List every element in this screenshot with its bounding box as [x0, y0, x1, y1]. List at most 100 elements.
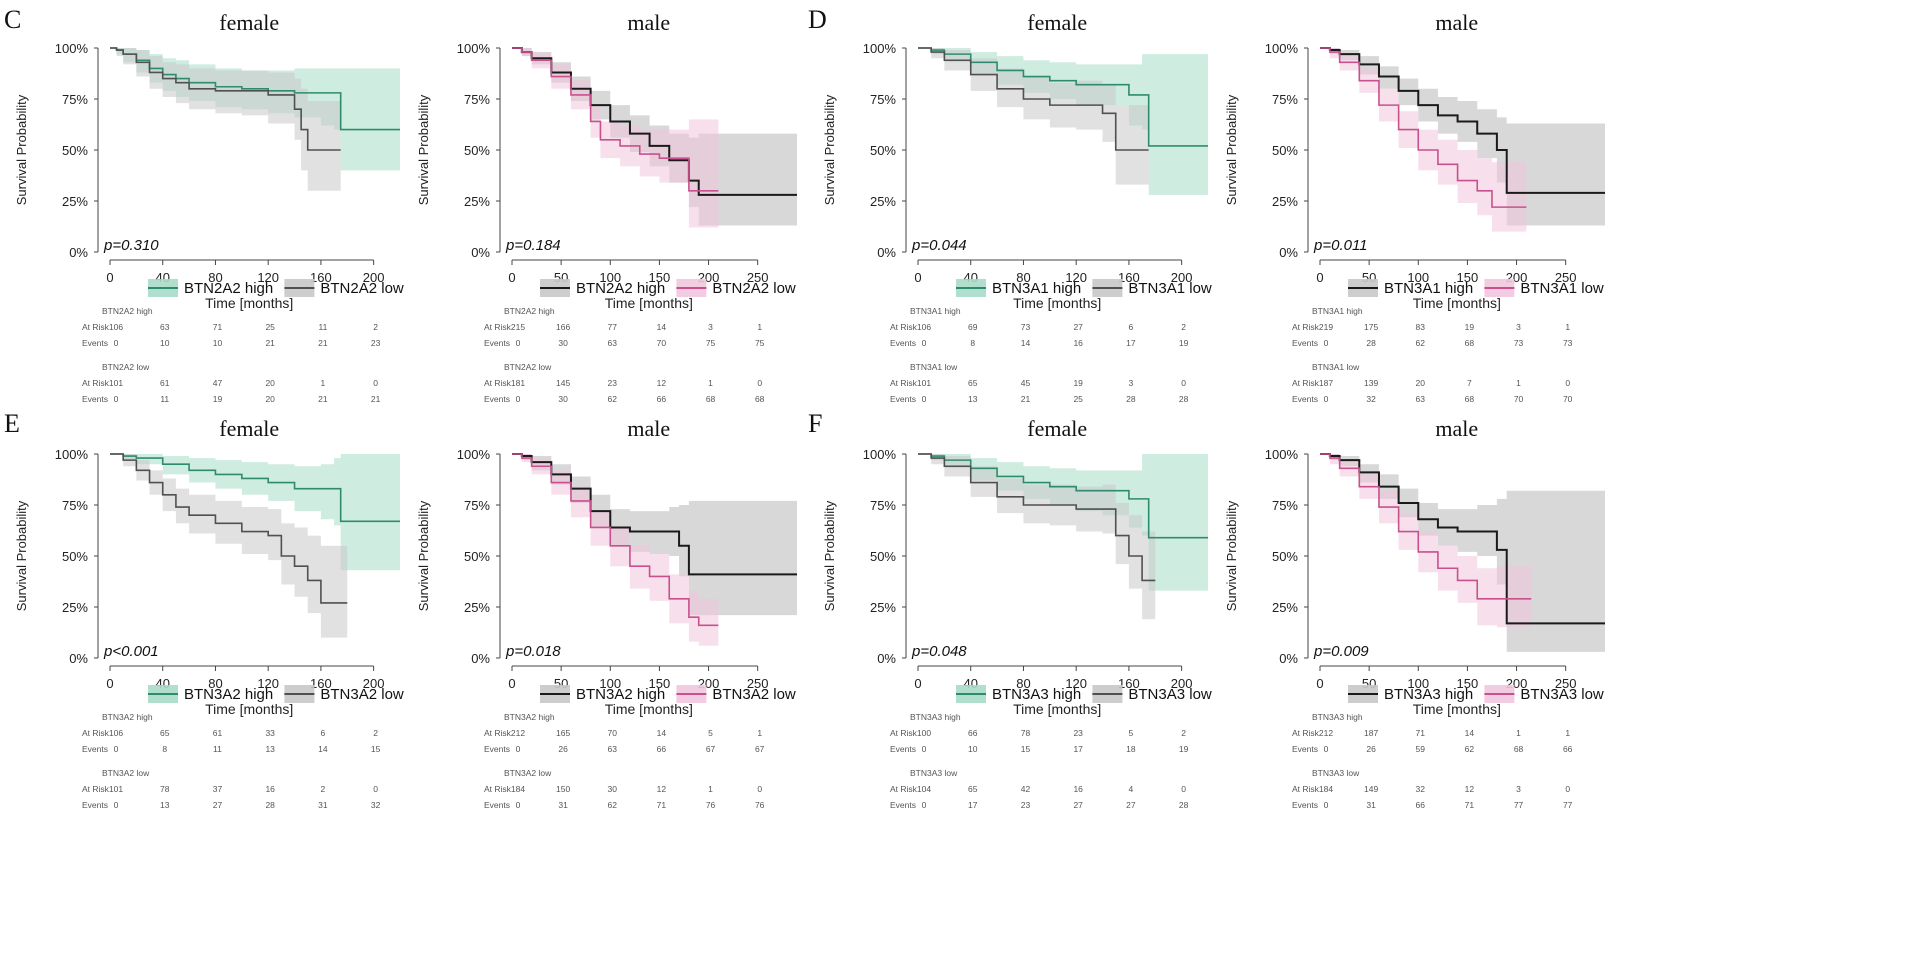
event-cell: 10	[213, 338, 223, 348]
y-tick-label: 50%	[464, 143, 490, 158]
x-tick-label: 250	[1555, 270, 1577, 285]
x-axis-label: Time [months]	[605, 701, 693, 717]
ci-band-low	[512, 48, 719, 228]
event-cell: 77	[1514, 800, 1524, 810]
risk-group-name: BTN3A2 low	[102, 768, 150, 778]
x-tick-label: 0	[1316, 676, 1323, 691]
event-cell: 31	[558, 800, 568, 810]
event-cell: 17	[968, 800, 978, 810]
risk-cell: 0	[757, 378, 762, 388]
risk-cell: 175	[1364, 322, 1378, 332]
event-cell: 75	[706, 338, 716, 348]
event-cell: 21	[1021, 394, 1031, 404]
event-cell: 0	[1324, 800, 1329, 810]
risk-cell: 65	[160, 728, 170, 738]
y-axis-label: Survival Probability	[416, 94, 431, 205]
ci-band-low	[512, 454, 719, 646]
x-tick-label: 200	[1171, 270, 1193, 285]
risk-row-label: At Risk	[890, 728, 918, 738]
x-tick-label: 120	[257, 676, 279, 691]
event-cell: 0	[1324, 744, 1329, 754]
event-cell: 0	[922, 800, 927, 810]
p-value: p=0.048	[911, 643, 967, 660]
risk-cell: 1	[757, 322, 762, 332]
risk-cell: 1	[1516, 728, 1521, 738]
risk-cell: 0	[1565, 784, 1570, 794]
x-tick-label: 80	[208, 676, 222, 691]
x-axis-label: Time [months]	[1013, 701, 1101, 717]
risk-cell: 106	[917, 322, 931, 332]
event-cell: 30	[558, 338, 568, 348]
event-cell: 63	[1416, 394, 1426, 404]
risk-cell: 3	[708, 322, 713, 332]
ci-band-low	[918, 48, 1149, 185]
risk-cell: 0	[373, 784, 378, 794]
survival-curve-low	[1320, 453, 1532, 600]
y-tick-label: 0%	[471, 245, 490, 260]
event-cell: 0	[922, 394, 927, 404]
chart-title: female	[219, 10, 279, 35]
x-tick-label: 0	[106, 676, 113, 691]
risk-group-name: BTN3A1 low	[1312, 362, 1360, 372]
ci-band-high	[1320, 48, 1605, 226]
risk-group-name: BTN3A2 high	[504, 712, 555, 722]
event-cell: 66	[1563, 744, 1573, 754]
event-cell: 70	[1514, 394, 1524, 404]
risk-row-label: Events	[890, 744, 916, 754]
risk-cell: 2	[1181, 322, 1186, 332]
event-cell: 73	[1563, 338, 1573, 348]
event-cell: 66	[1416, 800, 1426, 810]
risk-row-label: At Risk	[484, 728, 512, 738]
risk-group-name: BTN3A1 low	[910, 362, 958, 372]
x-tick-label: 150	[1457, 676, 1479, 691]
event-cell: 32	[371, 800, 381, 810]
x-tick-label: 160	[1118, 270, 1140, 285]
risk-group-name: BTN3A1 high	[1312, 306, 1363, 316]
risk-cell: 14	[657, 728, 667, 738]
y-axis-label: Survival Probability	[14, 94, 29, 205]
event-cell: 14	[318, 744, 328, 754]
risk-row-label: At Risk	[890, 322, 918, 332]
risk-row-label: At Risk	[82, 322, 110, 332]
event-cell: 17	[1126, 338, 1136, 348]
x-tick-label: 200	[363, 270, 385, 285]
risk-group-name: BTN3A2 low	[504, 768, 552, 778]
x-tick-label: 250	[1555, 676, 1577, 691]
event-cell: 26	[558, 744, 568, 754]
y-tick-label: 75%	[62, 92, 88, 107]
y-tick-label: 100%	[457, 447, 491, 462]
survival-curve-low	[918, 47, 1149, 151]
x-axis-label: Time [months]	[205, 295, 293, 311]
risk-cell: 16	[265, 784, 275, 794]
risk-cell: 149	[1364, 784, 1378, 794]
panel-label-f: F	[808, 409, 822, 438]
risk-row-label: Events	[484, 338, 510, 348]
y-tick-label: 25%	[62, 194, 88, 209]
risk-cell: 166	[556, 322, 570, 332]
event-cell: 16	[1073, 338, 1083, 348]
event-cell: 71	[1465, 800, 1475, 810]
event-cell: 27	[1126, 800, 1136, 810]
risk-cell: 150	[556, 784, 570, 794]
x-tick-label: 160	[1118, 676, 1140, 691]
event-cell: 0	[114, 394, 119, 404]
ci-band-high	[918, 48, 1208, 195]
legend-label-high: BTN3A1 high	[1384, 280, 1473, 297]
risk-cell: 77	[608, 322, 618, 332]
event-cell: 21	[265, 338, 275, 348]
event-cell: 0	[1324, 338, 1329, 348]
risk-cell: 16	[1073, 784, 1083, 794]
risk-row-label: At Risk	[484, 784, 512, 794]
risk-cell: 23	[1073, 728, 1083, 738]
legend-label-low: BTN3A1 low	[1520, 280, 1604, 297]
risk-cell: 12	[1465, 784, 1475, 794]
risk-cell: 65	[968, 784, 978, 794]
risk-cell: 106	[109, 322, 123, 332]
event-cell: 68	[1514, 744, 1524, 754]
event-cell: 32	[1366, 394, 1376, 404]
chart-title: female	[1027, 416, 1087, 441]
p-value: p=0.310	[103, 237, 159, 254]
risk-row-label: At Risk	[82, 784, 110, 794]
legend-label-high: BTN3A3 high	[1384, 686, 1473, 703]
